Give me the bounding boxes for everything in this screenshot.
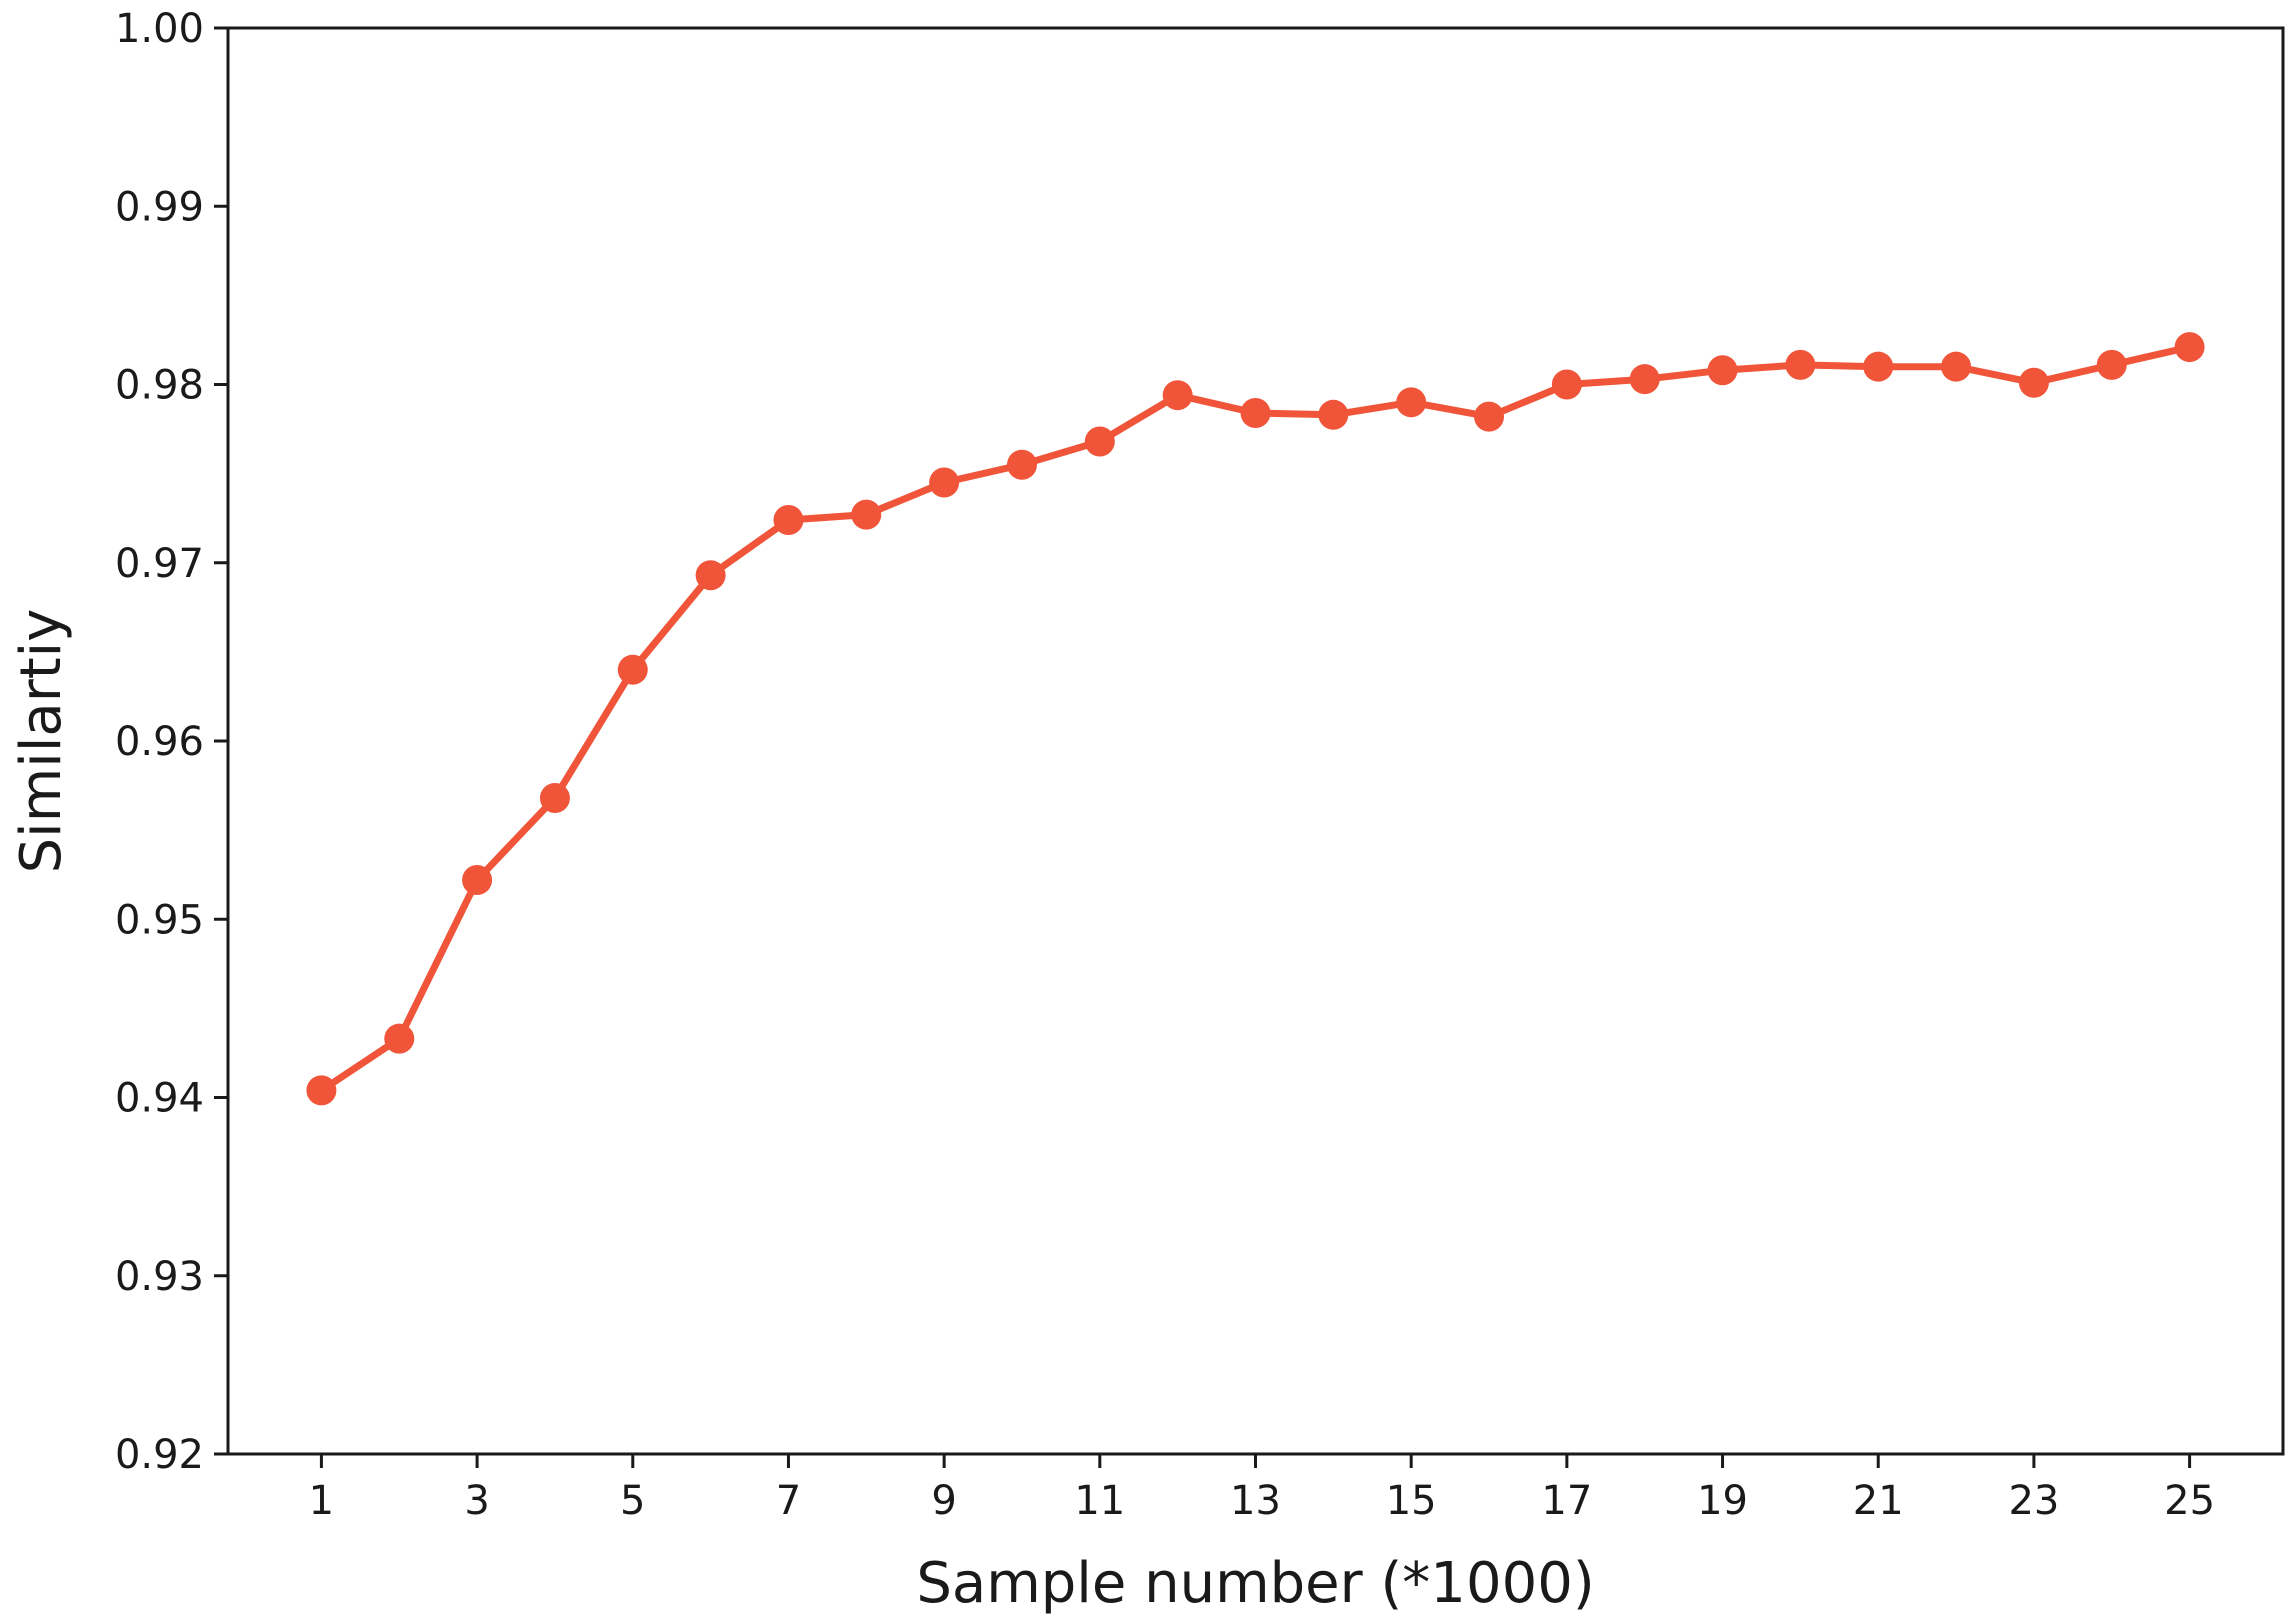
data-point: [539, 783, 570, 814]
data-point: [2174, 332, 2205, 363]
data-point: [617, 654, 648, 685]
x-tick-label: 25: [2164, 1478, 2215, 1524]
data-point: [1318, 399, 1349, 430]
data-point: [306, 1075, 337, 1106]
data-point: [1785, 349, 1816, 380]
y-tick-label: 0.96: [115, 719, 204, 765]
data-point: [851, 499, 882, 530]
data-point: [1863, 351, 1894, 382]
data-point: [1162, 380, 1193, 411]
x-tick-label: 7: [776, 1478, 801, 1524]
series-layer: [306, 332, 2205, 1106]
data-point: [929, 467, 960, 498]
y-tick-label: 0.98: [115, 363, 204, 409]
data-point: [773, 504, 804, 535]
x-tick-label: 21: [1853, 1478, 1904, 1524]
y-axis-label: Similartiy: [9, 609, 74, 874]
x-tick-label: 19: [1697, 1478, 1748, 1524]
x-tick-label: 23: [2008, 1478, 2059, 1524]
x-tick-label: 1: [309, 1478, 334, 1524]
data-point: [1629, 364, 1660, 395]
y-tick-label: 0.93: [115, 1254, 204, 1300]
y-axis-ticks: 0.92 0.93 0.94 0.95 0.96 0.97 0.98 0.99 1.00: [115, 6, 228, 1478]
data-point: [1707, 355, 1738, 386]
x-tick-label: 15: [1386, 1478, 1437, 1524]
data-point: [384, 1023, 415, 1054]
data-point: [695, 560, 726, 591]
data-point: [2096, 349, 2127, 380]
x-axis-label: Sample number (*1000): [916, 1551, 1594, 1616]
data-point: [1084, 426, 1115, 457]
x-axis-ticks: 1 3 5 7 9 11 13 15 17 19 21 23 25: [309, 1454, 2215, 1524]
x-tick-label: 5: [620, 1478, 645, 1524]
x-tick-label: 17: [1541, 1478, 1592, 1524]
y-tick-label: 0.92: [115, 1432, 204, 1478]
y-tick-label: 0.99: [115, 184, 204, 230]
x-tick-label: 13: [1230, 1478, 1281, 1524]
data-point: [1941, 351, 1972, 382]
data-point: [1551, 369, 1582, 400]
y-tick-label: 1.00: [115, 6, 204, 52]
x-tick-label: 9: [931, 1478, 956, 1524]
x-tick-label: 11: [1074, 1478, 1125, 1524]
data-point: [1474, 401, 1505, 432]
data-point: [1240, 398, 1271, 429]
y-tick-label: 0.95: [115, 897, 204, 943]
data-point: [462, 865, 493, 896]
y-tick-label: 0.97: [115, 541, 204, 587]
data-point: [2018, 367, 2049, 398]
data-point: [1396, 387, 1427, 418]
data-point: [1006, 449, 1037, 480]
y-tick-label: 0.94: [115, 1076, 204, 1122]
x-tick-label: 3: [464, 1478, 489, 1524]
